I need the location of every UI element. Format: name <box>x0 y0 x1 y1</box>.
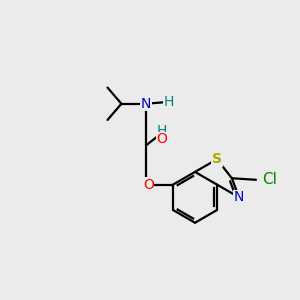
Text: H: H <box>164 95 174 109</box>
Text: Cl: Cl <box>262 172 277 187</box>
Text: H: H <box>156 124 167 139</box>
Text: S: S <box>212 152 222 166</box>
Text: O: O <box>143 178 154 192</box>
Text: O: O <box>156 132 167 146</box>
Text: N: N <box>234 190 244 204</box>
Text: N: N <box>141 97 151 111</box>
